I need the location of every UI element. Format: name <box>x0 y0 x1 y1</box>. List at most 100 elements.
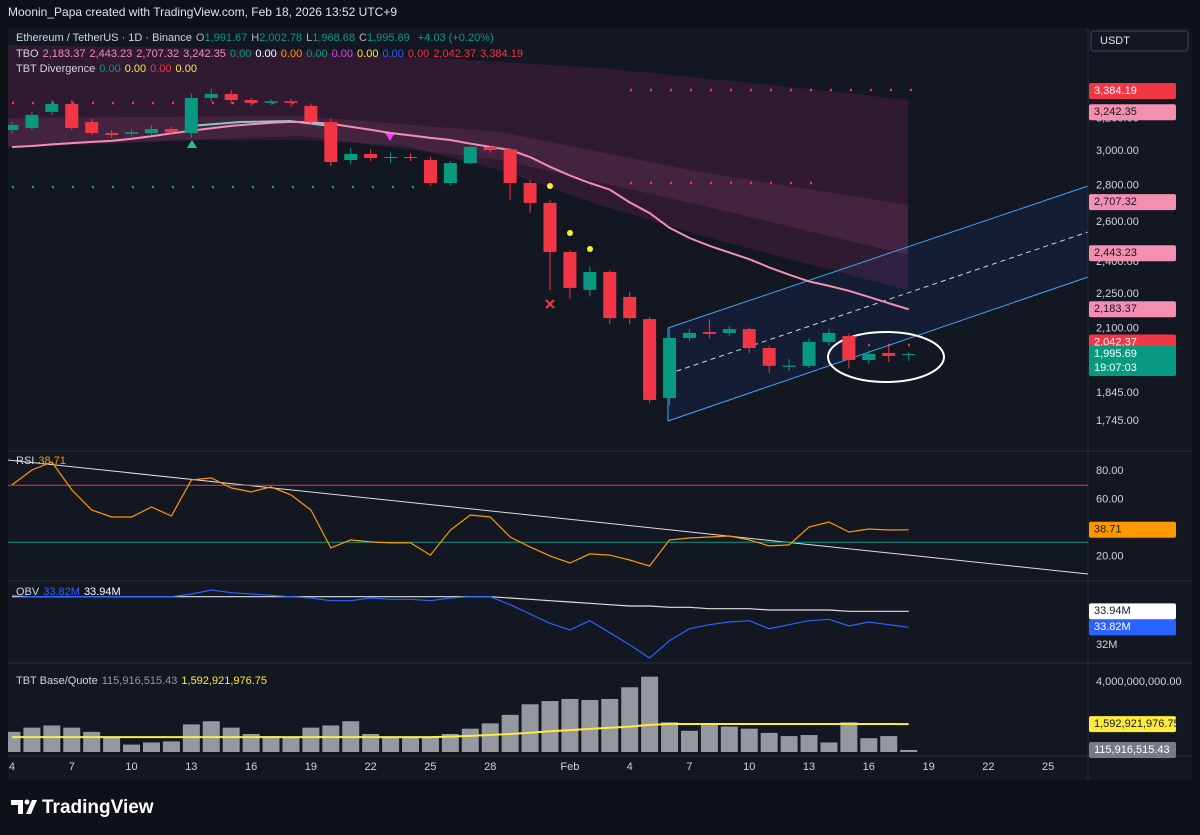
logo: TradingView <box>11 797 154 818</box>
indicator-name: TBO <box>16 48 39 60</box>
volume-bar <box>103 737 121 752</box>
volume-title: TBT Base/Quote <box>16 675 98 687</box>
channel-mid <box>667 231 1089 375</box>
volume-bar <box>740 728 758 752</box>
volume-bar <box>680 730 698 752</box>
price-tag <box>1089 619 1176 636</box>
x-tick-label: 13 <box>803 761 815 773</box>
price-tag-label: 2,707.32 <box>1094 196 1137 208</box>
candle-body <box>25 114 39 128</box>
indicator-name: TBT Divergence <box>16 63 96 75</box>
highlight-ellipse <box>827 331 945 383</box>
y-tick-label: 20.00 <box>1096 550 1124 562</box>
legend-value: 33.82M <box>43 586 80 598</box>
volume-bar <box>800 735 818 752</box>
rsi-value: 38.71 <box>38 455 66 467</box>
candle-body <box>184 97 198 134</box>
volume-bar <box>123 744 141 752</box>
currency-button[interactable] <box>1090 30 1189 52</box>
volume-bar <box>860 738 878 752</box>
volume-bar <box>720 726 738 752</box>
volume-bar <box>362 733 380 752</box>
y-tick-label: 60.00 <box>1096 493 1124 505</box>
signal-dot <box>567 230 573 236</box>
x-tick-label: 16 <box>245 761 257 773</box>
candle-body <box>842 336 856 360</box>
indicator-value: 0.00 <box>331 48 354 60</box>
volume-bar <box>880 736 898 752</box>
main-legend: Ethereum / TetherUS · 1D · Binance O1,991… <box>16 32 498 44</box>
volume-bar <box>541 701 559 752</box>
candle-body <box>483 147 497 150</box>
candle-body <box>204 93 218 98</box>
volume-bar <box>282 737 300 752</box>
candle-body <box>583 271 597 290</box>
candle-body <box>304 105 318 122</box>
indicator-value: 0.00 <box>229 48 252 60</box>
rsi-legend: RSI 38.71 <box>16 455 70 467</box>
indicator-legend: TBO 2,183.37 2,443.23 2,707.32 3,242.35 0.00 0… <box>16 48 527 60</box>
candle-body <box>45 103 59 112</box>
candle-body <box>503 149 517 184</box>
x-tick-label: 7 <box>686 761 692 773</box>
volume-bar <box>83 731 101 752</box>
price-tag <box>1089 245 1176 262</box>
logo-icon <box>11 800 37 814</box>
signal-down <box>385 133 395 141</box>
price-tag <box>1089 716 1176 733</box>
price-tag-label: 33.82M <box>1094 621 1131 633</box>
price-tag-label: 33.94M <box>1094 605 1131 617</box>
price-tag <box>1089 194 1176 211</box>
volume-bar <box>760 732 778 752</box>
indicator-value: 0.00 <box>150 63 172 75</box>
legend-value: 1,592,921,976.75 <box>181 675 268 687</box>
ohlc-key: O <box>195 32 205 44</box>
indicator-legends: TBO 2,183.37 2,443.23 2,707.32 3,242.35 0.00 0… <box>16 48 527 78</box>
indicator-value: 0.00 <box>255 48 277 60</box>
volume-legend: TBT Base/Quote 115,916,515.43 1,592,921,97… <box>16 675 271 687</box>
volume-bar <box>581 700 599 752</box>
legend-value: 115,916,515.43 <box>101 675 178 687</box>
y-tick-label: 1,845.00 <box>1096 387 1139 399</box>
indicator-value: 2,183.37 <box>42 48 86 60</box>
teal-line <box>189 119 331 127</box>
volume-bar <box>402 737 420 752</box>
volume-bar <box>322 725 340 752</box>
candle-body <box>882 352 896 356</box>
legend-value: 33.94M <box>83 586 121 598</box>
channel-top <box>667 185 1089 329</box>
price-tag <box>1089 521 1176 538</box>
x-tick-label: 10 <box>743 761 755 773</box>
candle-body <box>802 341 816 366</box>
obv-legend: OBV 33.82M 33.94M <box>16 586 125 598</box>
indicator-legend: TBT Divergence 0.00 0.00 0.00 0.00 <box>16 63 527 75</box>
obv-axis-label: 32M <box>1096 639 1117 651</box>
indicator-value: 3,384.19 <box>480 48 523 60</box>
brand: TradingView <box>42 797 154 818</box>
signal-dot <box>547 183 553 189</box>
volume-bar <box>222 727 240 752</box>
moving-average <box>11 120 909 311</box>
cloud <box>8 45 908 290</box>
volume-bar <box>43 725 61 752</box>
x-tick-label: 22 <box>982 761 994 773</box>
candle-body <box>8 124 19 131</box>
x-tick-label: 7 <box>69 761 75 773</box>
candle-body <box>722 329 736 333</box>
chart-area <box>8 28 1192 780</box>
candle-body <box>463 147 477 164</box>
symbol: Ethereum / TetherUS · 1D · Binance <box>16 32 192 44</box>
indicator-value: 2,042.37 <box>433 48 477 60</box>
candle-body <box>125 132 139 134</box>
ohlc-value: 1,991.67 <box>204 32 248 44</box>
volume-bar <box>840 722 858 752</box>
volume-bar <box>900 749 918 752</box>
volume-bar <box>561 698 579 752</box>
x-tick-label: 4 <box>9 761 15 773</box>
candle-body <box>85 121 99 134</box>
candle-body <box>623 296 637 319</box>
candle-body <box>543 202 557 253</box>
price-tag-label: 2,042.37 <box>1094 336 1137 348</box>
volume-bar <box>23 727 41 752</box>
x-tick-label: 19 <box>305 761 317 773</box>
